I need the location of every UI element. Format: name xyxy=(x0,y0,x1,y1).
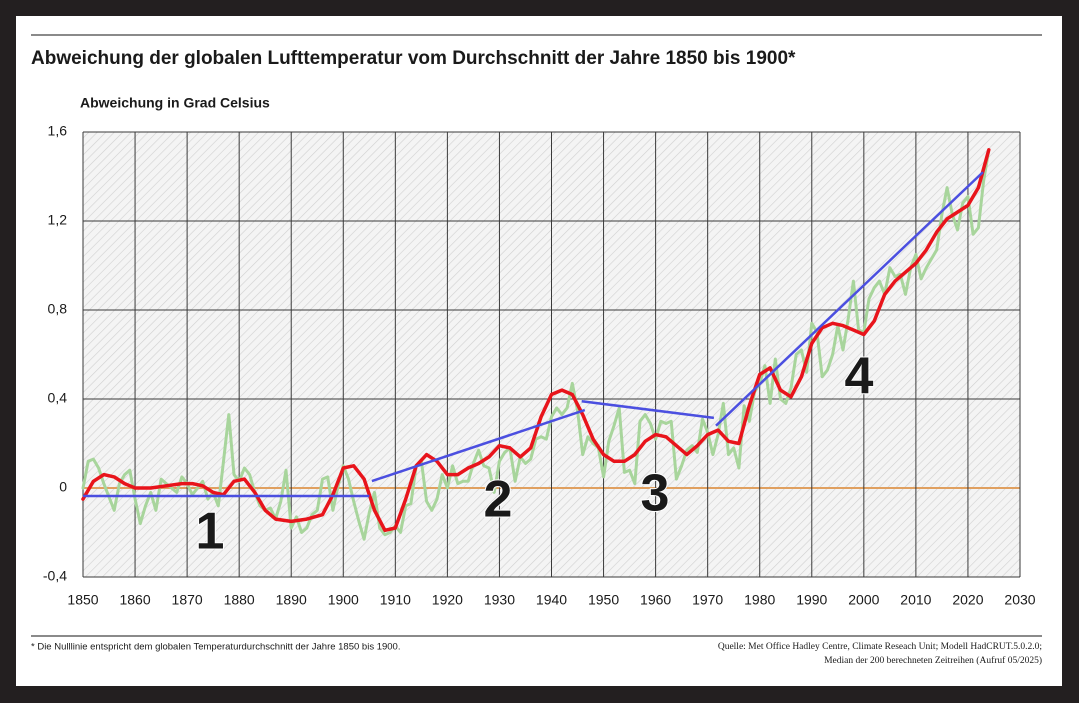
x-tick-label: 1980 xyxy=(744,592,775,608)
source: Median der 200 berechneten Zeitreihen (A… xyxy=(824,655,1042,666)
y-tick-label: 0,4 xyxy=(48,390,68,406)
annotation: 3 xyxy=(641,465,670,523)
x-tick-label: 1920 xyxy=(432,592,463,608)
y-tick-label: 0,8 xyxy=(48,301,68,317)
annotation: 1 xyxy=(196,503,225,561)
x-tick-label: 2020 xyxy=(952,592,983,608)
x-tick-label: 1910 xyxy=(380,592,411,608)
x-tick-label: 1950 xyxy=(588,592,619,608)
x-tick-label: 2030 xyxy=(1004,592,1035,608)
x-tick-label: 1870 xyxy=(172,592,203,608)
x-tick-label: 1880 xyxy=(224,592,255,608)
trend-line xyxy=(371,408,586,483)
x-tick-label: 1960 xyxy=(640,592,671,608)
x-tick-label: 1890 xyxy=(276,592,307,608)
x-tick-label: 1850 xyxy=(67,592,98,608)
x-tick-label: 1970 xyxy=(692,592,723,608)
annotation: 4 xyxy=(845,348,874,406)
y-tick-label: -0,4 xyxy=(43,568,67,584)
source: Quelle: Met Office Hadley Centre, Climat… xyxy=(718,641,1042,652)
chart-title: Abweichung der globalen Lufttemperatur v… xyxy=(31,48,796,69)
trend-line xyxy=(715,171,984,427)
x-tick-label: 2000 xyxy=(848,592,879,608)
x-tick-label: 2010 xyxy=(900,592,931,608)
y-tick-label: 1,6 xyxy=(48,123,68,139)
trend-line xyxy=(581,399,715,420)
y-tick-label: 0 xyxy=(59,479,67,495)
x-tick-label: 1940 xyxy=(536,592,567,608)
smoothed-line xyxy=(81,148,991,533)
x-tick-label: 1990 xyxy=(796,592,827,608)
x-tick-label: 1900 xyxy=(328,592,359,608)
footnote: * Die Nulllinie entspricht dem globalen … xyxy=(31,642,400,653)
y-axis-label: Abweichung in Grad Celsius xyxy=(80,95,270,111)
annotation: 2 xyxy=(484,471,513,529)
x-tick-label: 1860 xyxy=(119,592,150,608)
y-tick-label: 1,2 xyxy=(48,212,68,228)
x-tick-label: 1930 xyxy=(484,592,515,608)
